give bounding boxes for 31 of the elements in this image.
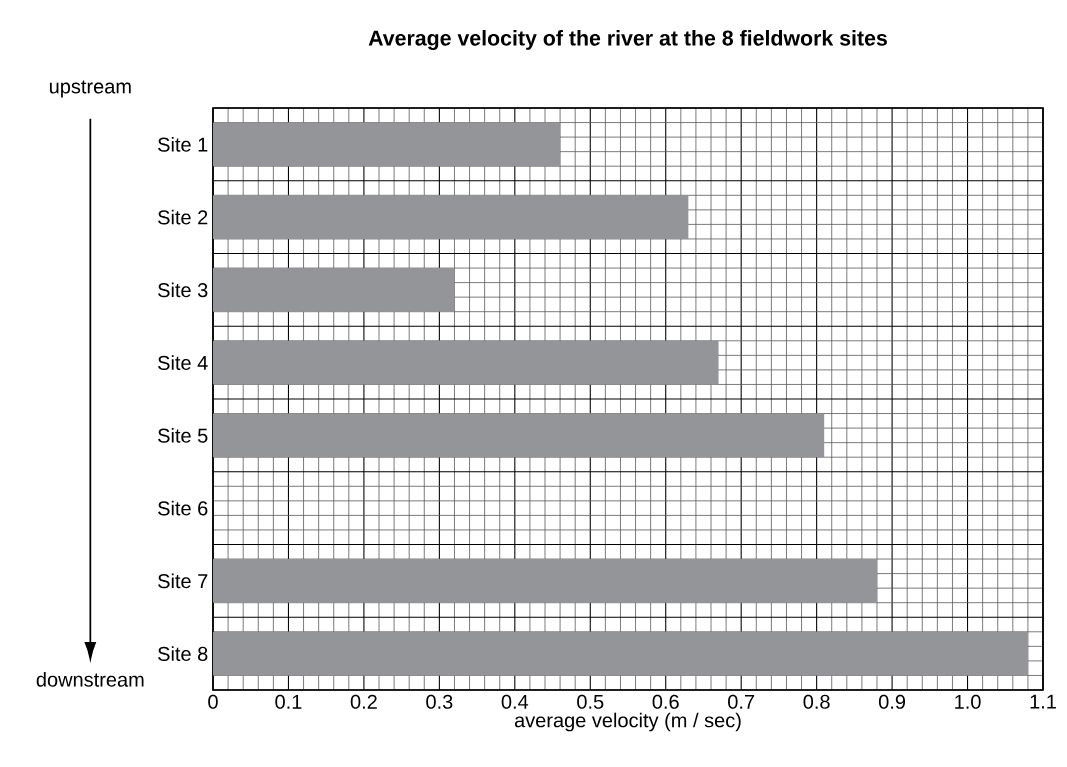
bar bbox=[213, 631, 1028, 676]
x-tick-label: 0.1 bbox=[275, 694, 302, 709]
x-tick-label: 0.9 bbox=[878, 694, 906, 709]
y-tick-label: Site 7 bbox=[158, 573, 208, 589]
x-tick-label: 1.0 bbox=[955, 694, 981, 709]
y-tick-label: Site 6 bbox=[158, 500, 208, 516]
bar bbox=[213, 413, 825, 458]
bar bbox=[213, 340, 719, 385]
bar bbox=[213, 559, 877, 603]
y-tick-label: Site 5 bbox=[158, 428, 208, 443]
y-tick-label: Site 4 bbox=[158, 355, 208, 370]
x-tick-label: 0.6 bbox=[652, 694, 679, 709]
x-tick-label: 0.2 bbox=[350, 694, 377, 709]
y-tick-label: Site 8 bbox=[158, 646, 208, 661]
x-tick-label: 0.5 bbox=[577, 694, 604, 709]
x-tick-label: 0.7 bbox=[728, 694, 755, 709]
x-tick-label: 1.1 bbox=[1030, 694, 1056, 709]
y-tick-label: Site 1 bbox=[158, 137, 208, 152]
x-axis-title: average velocity (m / sec) bbox=[514, 712, 741, 732]
x-tick-label: 0.4 bbox=[501, 694, 529, 709]
bar bbox=[213, 122, 561, 167]
x-tick-label: 0 bbox=[208, 694, 218, 709]
chart-title: Average velocity of the river at the 8 fieldwork sites bbox=[368, 29, 887, 50]
y-tick-label: Site 3 bbox=[158, 282, 208, 298]
bar bbox=[213, 195, 689, 239]
text: upstream bbox=[49, 80, 131, 98]
x-tick-label: 0.8 bbox=[803, 694, 830, 709]
text: downstream bbox=[36, 672, 144, 687]
bar bbox=[213, 268, 455, 312]
y-tick-label: Site 2 bbox=[158, 209, 208, 225]
x-tick-label: 0.3 bbox=[426, 694, 453, 709]
